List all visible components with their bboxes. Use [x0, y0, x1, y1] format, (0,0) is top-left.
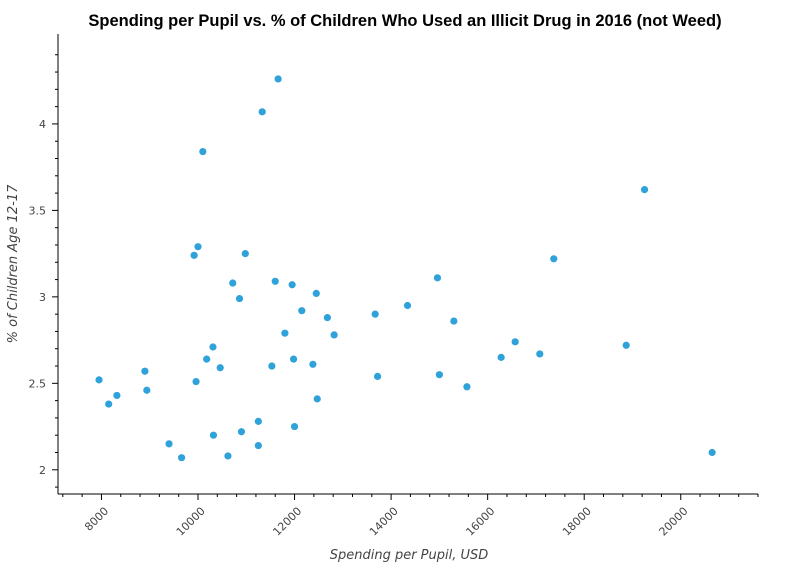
- data-point-26: [274, 75, 282, 83]
- data-point-14: [209, 431, 218, 439]
- x-tick-label: 14000: [367, 505, 401, 539]
- data-point-10: [194, 243, 202, 251]
- data-point-27: [281, 329, 289, 337]
- data-point-47: [550, 255, 558, 263]
- data-point-33: [312, 289, 320, 297]
- x-tick-label: 10000: [174, 505, 208, 539]
- data-point-18: [235, 294, 244, 303]
- data-point-37: [371, 310, 379, 318]
- data-point-9: [192, 377, 200, 386]
- data-point-36: [330, 331, 338, 339]
- x-axis-label: Spending per Pupil, USD: [330, 548, 489, 563]
- data-point-3: [113, 391, 121, 400]
- data-point-12: [203, 355, 211, 363]
- x-tick-label: 12000: [270, 505, 304, 539]
- data-point-20: [241, 250, 249, 258]
- data-point-4: [141, 367, 149, 375]
- y-tick-label: 2: [39, 464, 46, 477]
- x-tick-label: 8000: [82, 505, 111, 534]
- data-point-22: [254, 441, 262, 450]
- data-point-32: [309, 360, 317, 368]
- plot-area: [95, 75, 716, 462]
- data-point-16: [224, 452, 232, 460]
- data-point-35: [323, 314, 331, 322]
- x-tick-label: 20000: [657, 505, 691, 539]
- data-point-19: [237, 428, 246, 436]
- data-point-48: [622, 341, 630, 349]
- data-point-31: [298, 307, 306, 315]
- data-point-13: [209, 343, 217, 351]
- data-point-46: [536, 350, 544, 358]
- data-point-34: [313, 395, 321, 403]
- data-point-25: [271, 277, 279, 285]
- data-point-45: [511, 338, 519, 346]
- data-point-8: [190, 251, 198, 259]
- data-point-11: [199, 147, 207, 156]
- data-point-28: [288, 281, 296, 289]
- data-point-42: [450, 317, 458, 325]
- x-tick-label: 16000: [463, 505, 497, 539]
- data-point-30: [290, 422, 299, 431]
- data-point-15: [216, 364, 224, 372]
- data-point-2: [105, 400, 113, 408]
- data-point-40: [433, 274, 442, 282]
- data-point-44: [497, 353, 505, 361]
- data-point-49: [640, 186, 649, 194]
- x-axis: 8000 10000 12000 14000 16000 18000 20000: [58, 493, 759, 539]
- data-point-38: [373, 372, 382, 381]
- chart-title: Spending per Pupil vs. % of Children Who…: [88, 12, 721, 30]
- y-axis-label: % of Children Age 12-17: [6, 184, 21, 343]
- data-point-21: [254, 417, 262, 425]
- data-point-5: [143, 386, 151, 394]
- x-tick-label: 18000: [560, 505, 594, 539]
- data-point-24: [268, 362, 276, 370]
- data-point-17: [229, 279, 237, 287]
- data-point-7: [177, 454, 186, 462]
- data-point-6: [165, 440, 173, 448]
- data-point-29: [289, 355, 298, 363]
- data-point-23: [258, 108, 266, 116]
- y-tick-label: 3.5: [29, 204, 47, 217]
- y-tick-label: 3: [39, 291, 46, 304]
- data-point-43: [463, 383, 471, 391]
- y-axis: 2 2.5 3 3.5 4: [29, 34, 59, 494]
- y-tick-label: 2.5: [29, 377, 47, 390]
- data-point-1: [95, 376, 103, 384]
- data-point-41: [435, 371, 443, 379]
- y-tick-label: 4: [39, 118, 46, 131]
- data-point-39: [403, 301, 412, 310]
- data-point-50: [708, 448, 716, 457]
